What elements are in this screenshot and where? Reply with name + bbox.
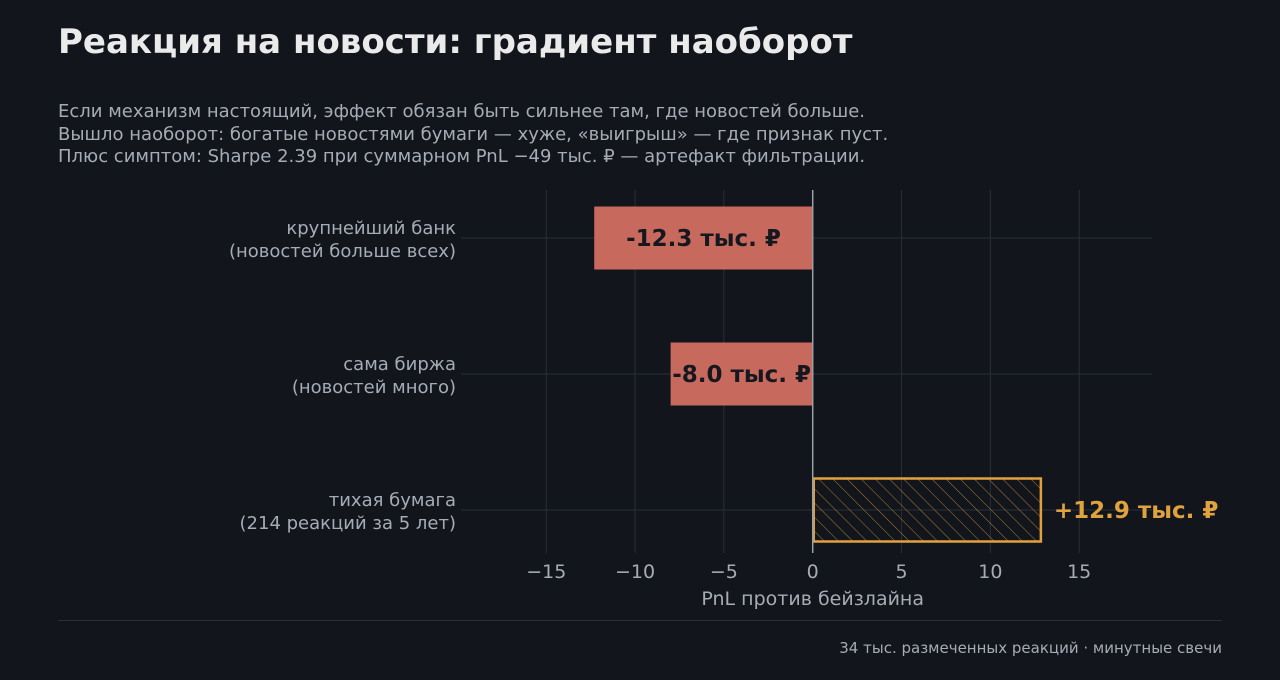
- x-tick-label: 10: [978, 561, 1002, 583]
- category-label: (новостей много): [292, 377, 456, 398]
- chart-subtitle: Если механизм настоящий, эффект обязан б…: [58, 101, 888, 169]
- category-label: (214 реакций за 5 лет): [240, 513, 456, 534]
- category-label: сама биржа: [343, 354, 456, 375]
- data-label: +12.9 тыс. ₽: [1054, 498, 1219, 524]
- category-label: крупнейший банк: [286, 218, 456, 239]
- subtitle-line: Вышло наоборот: богатые новостями бумаги…: [58, 123, 889, 145]
- bar: [594, 206, 813, 270]
- subtitle-line: Если механизм настоящий, эффект обязан б…: [58, 101, 866, 122]
- x-tick-label: 15: [1067, 561, 1091, 583]
- data-label: -12.3 тыс. ₽: [626, 226, 781, 252]
- x-tick-label: −10: [615, 561, 655, 583]
- category-label: (новостей больше всех): [229, 241, 456, 262]
- x-tick-label: 5: [895, 561, 907, 583]
- category-label: тихая бумага: [329, 490, 456, 511]
- bar: [670, 342, 813, 406]
- x-tick-label: −15: [526, 561, 566, 583]
- footer-divider: [58, 620, 1222, 621]
- chart-title: Реакция на новости: градиент наоборот: [58, 22, 853, 62]
- x-axis-label: PnL против бейзлайна: [701, 588, 924, 610]
- bar-chart: -12.3 тыс. ₽ -8.0 тыс. ₽ +12.9 тыс. ₽ крупн…: [229, 190, 1219, 610]
- bar: [812, 477, 1043, 543]
- subtitle-line: Плюс симптом: Sharpe 2.39 при суммарном …: [58, 146, 866, 167]
- x-tick-label: 0: [807, 561, 819, 583]
- x-tick-label: −5: [710, 561, 738, 583]
- footer-note: 34 тыс. размеченных реакций · минутные с…: [839, 639, 1222, 657]
- data-label: -8.0 тыс. ₽: [672, 362, 811, 388]
